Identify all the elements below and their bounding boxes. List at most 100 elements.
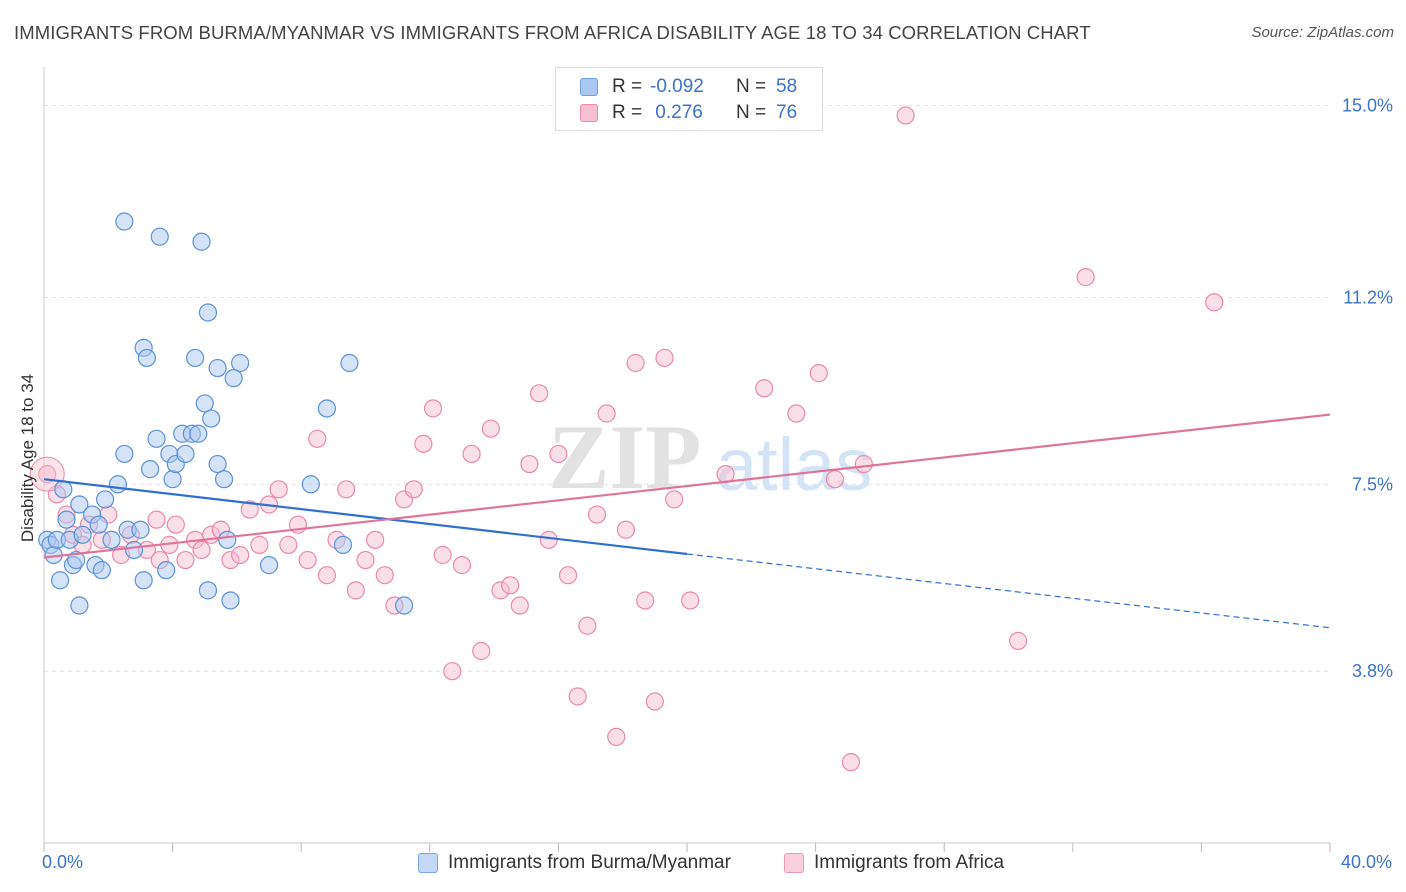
burma-point-51: [198, 581, 218, 600]
africa-point-51: [520, 454, 539, 474]
burma-point-20: [70, 596, 89, 615]
burma-point-4: [50, 571, 70, 590]
africa-point-58: [587, 505, 607, 524]
africa-point-63: [636, 591, 655, 610]
chart-title: IMMIGRANTS FROM BURMA/MYANMAR VS IMMIGRA…: [14, 22, 1091, 43]
series-name-africa: Immigrants from Africa: [814, 852, 1005, 873]
legend-r-label: R =: [612, 102, 643, 123]
watermark-atlas: atlas: [716, 423, 872, 506]
africa-point-64: [645, 692, 664, 711]
africa-point-54: [549, 444, 568, 464]
burma-point-57: [394, 596, 414, 615]
africa-point-large: [29, 456, 65, 492]
y-tick-label-3: 15.0%: [1342, 95, 1393, 115]
burma-point-48: [231, 353, 250, 373]
legend-row-burma: R = -0.092 N = 58: [580, 75, 797, 99]
burma-point-55: [340, 353, 359, 373]
burma-point-15: [95, 490, 115, 509]
burma-point-16: [102, 530, 121, 549]
x-tick-label-min: 0.0%: [42, 852, 84, 872]
africa-point-34: [356, 550, 375, 570]
burma-point-29: [163, 470, 182, 489]
africa-point-22: [240, 500, 259, 519]
burma-point-46: [192, 232, 211, 251]
legend-r-label: R =: [612, 76, 643, 97]
burma-point-47: [208, 358, 227, 378]
africa-point-60: [607, 727, 626, 746]
africa-point-35: [366, 530, 385, 549]
burma-point-41: [186, 348, 205, 368]
burma-point-22: [124, 540, 144, 560]
burma-point-26: [147, 429, 166, 448]
africa-point-71: [809, 364, 828, 383]
africa-point-59: [597, 404, 616, 423]
africa-trend-line: [43, 413, 1331, 559]
burma-point-17: [108, 475, 128, 494]
source-credit: Source: ZipAtlas.com: [1251, 24, 1394, 41]
burma-point-53: [301, 475, 320, 494]
africa-point-26: [279, 535, 298, 554]
watermark: ZIP atlas: [548, 406, 872, 508]
africa-point-72: [825, 470, 844, 489]
burma-point-25: [140, 460, 160, 479]
trend-lines: [43, 413, 1331, 629]
burma-point-14: [89, 515, 108, 534]
africa-point-32: [337, 480, 356, 499]
africa-point-69: [755, 379, 774, 398]
africa-point-23: [250, 535, 269, 554]
y-tick-labels: 3.8% 7.5% 11.2% 15.0%: [1342, 95, 1393, 681]
series-legend-africa: Immigrants from Africa: [784, 852, 1004, 874]
legend-swatch-africa: [580, 104, 598, 122]
africa-point-49: [501, 576, 520, 595]
africa-point-14: [166, 515, 185, 534]
africa-point-56: [568, 687, 587, 706]
burma-points: [38, 212, 414, 615]
burma-point-27: [157, 561, 176, 580]
africa-point-30: [317, 566, 337, 585]
africa-point-52: [530, 384, 549, 403]
africa-point-11: [147, 510, 166, 529]
africa-point-78: [1205, 293, 1224, 312]
burma-point-36: [202, 409, 221, 428]
y-tick-label-2: 11.2%: [1343, 287, 1393, 307]
africa-point-76: [1009, 631, 1028, 650]
legend-r-value: 0.276: [650, 102, 703, 123]
burma-point-5: [54, 480, 73, 499]
burma-point-9: [67, 550, 86, 570]
y-tick-label-0: 3.8%: [1352, 661, 1393, 681]
legend-r-value: -0.092: [650, 76, 704, 97]
burma-point-50: [259, 556, 279, 575]
africa-point-44: [452, 556, 472, 575]
burma-point-6: [57, 510, 76, 529]
africa-point-73: [841, 753, 861, 772]
africa-point-33: [346, 581, 365, 600]
africa-point-53: [539, 530, 558, 549]
series-swatch-burma: [418, 853, 438, 873]
burma-point-32: [176, 444, 195, 464]
burma-point-52: [221, 591, 240, 610]
burma-point-56: [333, 535, 353, 554]
africa-point-36: [375, 566, 394, 585]
africa-point-75: [896, 106, 915, 125]
africa-point-62: [626, 353, 645, 373]
africa-point-65: [655, 348, 674, 368]
burma-point-39: [218, 530, 237, 549]
burma-point-40: [115, 212, 134, 231]
africa-point-42: [433, 545, 452, 565]
burma-point-45: [150, 227, 169, 246]
africa-point-57: [578, 616, 597, 635]
africa-point-50: [510, 596, 529, 615]
africa-point-46: [472, 641, 491, 661]
burma-point-44: [137, 348, 156, 368]
africa-point-74: [854, 454, 873, 474]
burma-point-35: [195, 394, 214, 413]
africa-point-40: [414, 434, 433, 453]
legend-n-value: 76: [776, 102, 798, 123]
africa-point-39: [404, 480, 423, 499]
africa-point-70: [787, 404, 806, 423]
burma-point-54: [317, 399, 337, 418]
legend-row-africa: R = 0.276 N = 76: [580, 101, 797, 125]
africa-point-0: [38, 465, 57, 484]
x-tick-label-max: 40.0%: [1340, 852, 1392, 872]
